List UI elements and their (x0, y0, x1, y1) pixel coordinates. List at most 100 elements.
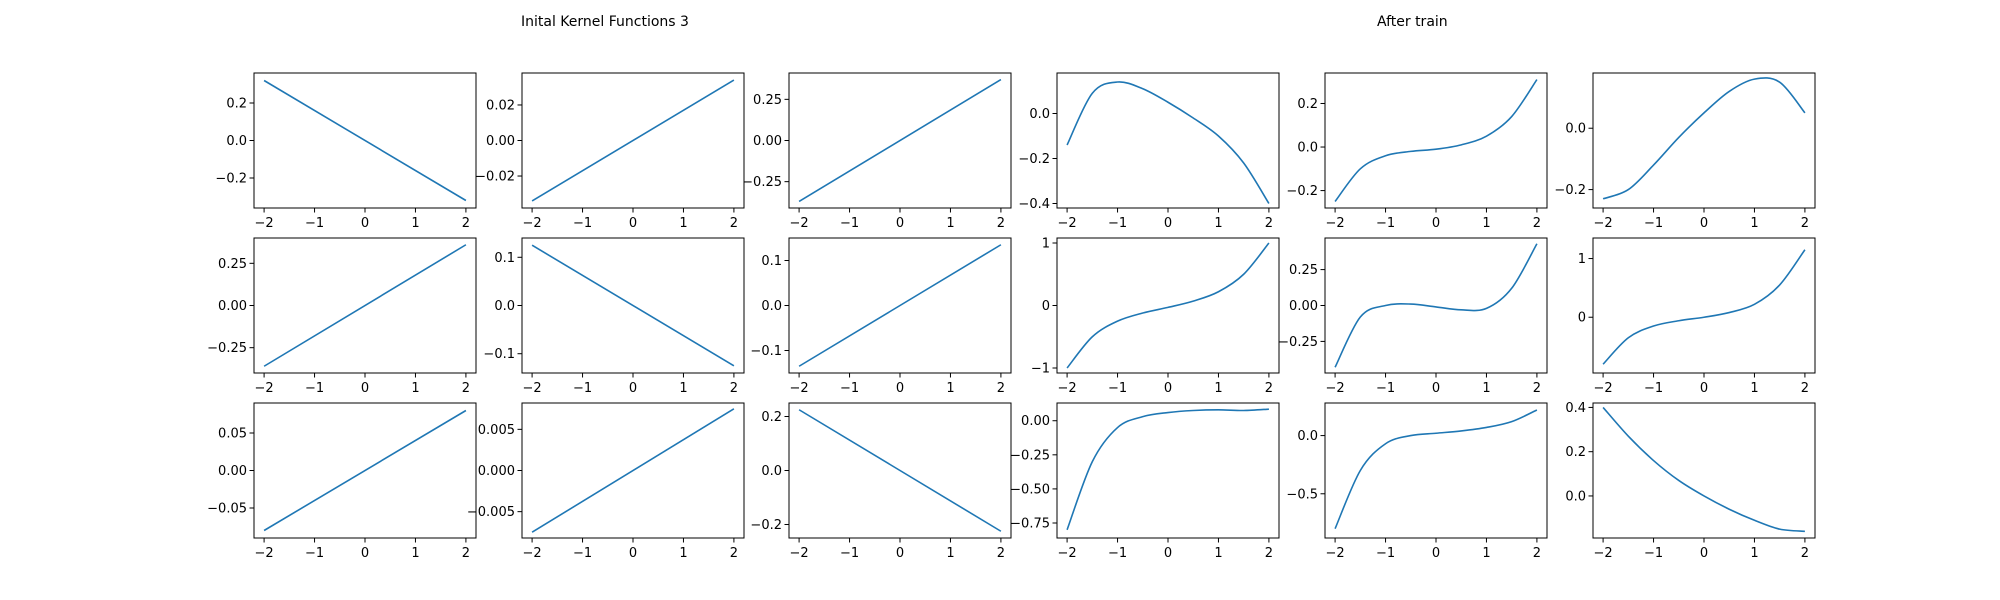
x-tick-label: −1 (305, 546, 324, 561)
x-tick-label: 1 (679, 381, 687, 396)
y-tick-label: 0.0 (1565, 489, 1586, 504)
x-tick-label: 2 (1533, 381, 1541, 396)
data-line (1334, 79, 1538, 202)
subplot-3-6: −2 −1 0 1 2 0.4 0.2 0.0 (1565, 401, 1816, 561)
x-tick-label: −1 (305, 381, 324, 396)
y-tick-label: 0.2 (1565, 445, 1586, 460)
y-tick-label: 0 (1578, 311, 1586, 326)
subplot-1-5: −2 −1 0 1 2 0.2 0.0 −0.2 (1286, 72, 1548, 231)
x-tick-label: 1 (1482, 216, 1490, 231)
x-tick-label: 1 (411, 381, 419, 396)
y-tick-label: 0.25 (218, 257, 247, 272)
subplot-2-1: −2 −1 0 1 2 0.25 0.00 −0.25 (207, 237, 477, 396)
y-tick-label: 0.00 (1021, 414, 1050, 429)
y-tick-label: 0 (1042, 299, 1050, 314)
x-tick-label: 0 (896, 216, 904, 231)
y-tick-label: −0.5 (1286, 487, 1318, 502)
x-tick-label: −1 (840, 546, 859, 561)
x-tick-label: −2 (1058, 546, 1077, 561)
x-tick-label: 0 (896, 546, 904, 561)
data-line (1602, 406, 1805, 533)
x-tick-label: 1 (1750, 546, 1758, 561)
y-tick-label: 0.02 (486, 98, 515, 113)
x-tick-label: 1 (946, 381, 954, 396)
x-tick-label: 0 (361, 546, 369, 561)
axes-frame (1324, 72, 1548, 209)
data-line (263, 409, 467, 532)
subplot-3-1: −2 −1 0 1 2 0.05 0.00 −0.05 (207, 402, 477, 561)
x-tick-label: −1 (1108, 546, 1127, 561)
y-tick-label: −0.25 (1278, 335, 1318, 350)
y-tick-label: −0.02 (475, 170, 515, 185)
y-tick-label: 0.0 (1297, 429, 1318, 444)
y-tick-label: −0.2 (1018, 152, 1050, 167)
axes-frame (1056, 237, 1280, 374)
x-tick-label: −1 (1108, 216, 1127, 231)
data-line (263, 79, 467, 202)
x-tick-label: 2 (997, 216, 1005, 231)
x-tick-label: 2 (1801, 216, 1809, 231)
x-tick-label: 2 (462, 546, 470, 561)
subplot-2-4: −2 −1 0 1 2 1 0 −1 (1031, 237, 1280, 396)
y-tick-label: 0.000 (478, 464, 515, 479)
y-tick-label: 1 (1042, 237, 1050, 252)
y-tick-label: 0.25 (753, 93, 782, 108)
data-line (531, 408, 735, 533)
x-tick-label: −1 (1644, 546, 1663, 561)
y-tick-label: −0.4 (1018, 197, 1050, 212)
x-tick-label: 0 (1164, 546, 1172, 561)
x-tick-label: 0 (1432, 546, 1440, 561)
x-tick-label: −1 (1644, 381, 1663, 396)
axes-frame (1056, 402, 1280, 539)
x-tick-label: 2 (1801, 381, 1809, 396)
x-tick-label: −2 (790, 216, 809, 231)
subplot-2-2: −2 −1 0 1 2 0.1 0.0 −0.1 (483, 237, 745, 396)
axes-frame (1056, 72, 1280, 209)
x-tick-label: 0 (361, 381, 369, 396)
subplot-1-3: −2 −1 0 1 2 0.25 0.00 −0.25 (742, 72, 1012, 231)
x-tick-label: −1 (573, 216, 592, 231)
x-tick-label: −2 (1058, 381, 1077, 396)
y-tick-label: 0.0 (1297, 141, 1318, 156)
y-tick-label: 0.0 (1029, 107, 1050, 122)
y-tick-label: 0.00 (218, 464, 247, 479)
data-line (1066, 408, 1269, 531)
x-tick-label: −2 (1594, 546, 1613, 561)
data-line (798, 244, 1002, 367)
data-line (1066, 81, 1270, 204)
x-tick-label: 1 (1214, 216, 1222, 231)
subplot-1-4: −2 −1 0 1 2 0.0 −0.2 −0.4 (1018, 72, 1280, 231)
x-tick-label: 2 (730, 216, 738, 231)
subplot-1-2: −2 −1 0 1 2 0.02 0.00 −0.02 (475, 72, 745, 231)
x-tick-label: 2 (1265, 546, 1273, 561)
y-tick-label: 0.1 (494, 251, 515, 266)
x-tick-label: 2 (1533, 546, 1541, 561)
x-tick-label: −2 (1594, 381, 1613, 396)
y-tick-label: −0.005 (467, 505, 515, 520)
y-tick-label: −0.25 (1010, 448, 1050, 463)
x-tick-label: −1 (1376, 546, 1395, 561)
x-tick-label: −2 (1326, 381, 1345, 396)
data-line (531, 244, 735, 367)
x-tick-label: 2 (462, 216, 470, 231)
subplot-2-6: −2 −1 0 1 2 1 0 (1578, 237, 1816, 396)
axes-frame (1592, 237, 1816, 374)
x-tick-label: −1 (1644, 216, 1663, 231)
y-tick-label: 0.005 (478, 423, 515, 438)
y-tick-label: 0.00 (486, 134, 515, 149)
y-tick-label: 1 (1578, 252, 1586, 267)
x-tick-label: 0 (896, 381, 904, 396)
x-tick-label: 2 (1265, 216, 1273, 231)
x-tick-label: 2 (997, 546, 1005, 561)
y-tick-label: −0.1 (750, 344, 782, 359)
y-tick-label: 0.2 (1297, 97, 1318, 112)
data-line (1602, 249, 1806, 365)
x-tick-label: 1 (1750, 216, 1758, 231)
x-tick-label: 0 (1432, 216, 1440, 231)
y-tick-label: 0.0 (494, 299, 515, 314)
right-figure-title: After train (1377, 14, 1448, 30)
y-tick-label: 0.05 (218, 427, 247, 442)
x-tick-label: 1 (411, 546, 419, 561)
subplot-2-5: −2 −1 0 1 2 0.25 0.00 −0.25 (1278, 237, 1548, 396)
x-tick-label: −2 (255, 216, 274, 231)
